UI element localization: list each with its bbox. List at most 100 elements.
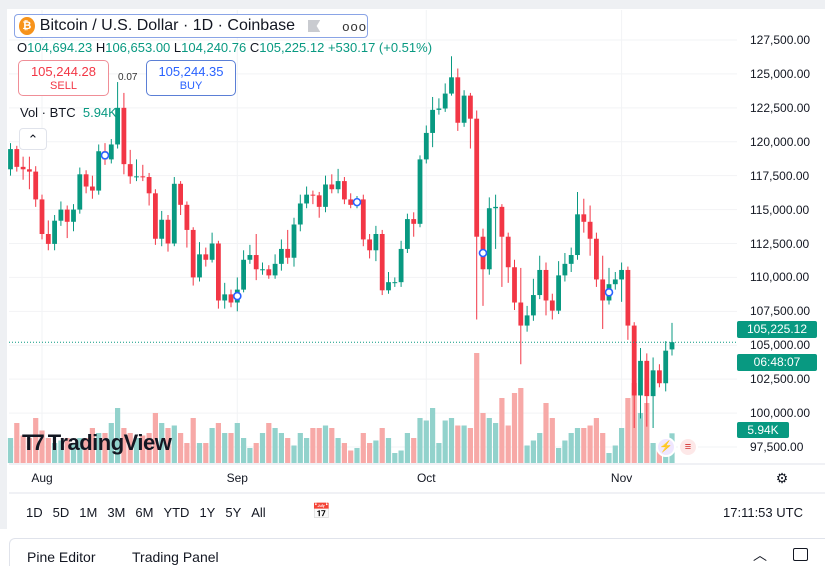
spread-value: 0.07 — [118, 72, 138, 83]
volume-legend[interactable]: Vol · BTC 5.94K — [20, 105, 117, 120]
volume-bar — [423, 420, 429, 463]
candle-body — [531, 295, 536, 316]
candle-body — [568, 255, 574, 264]
candle-body — [134, 176, 139, 178]
volume-bar — [322, 425, 329, 463]
volume-bar — [178, 433, 184, 463]
candle-body — [190, 229, 196, 278]
volume-bar — [467, 428, 473, 463]
us-flag-icon[interactable]: ≡ — [678, 437, 698, 457]
range-6m[interactable]: 6M — [135, 505, 154, 520]
volume-bar — [165, 428, 171, 463]
range-1y[interactable]: 1Y — [199, 505, 216, 520]
candle-body — [367, 239, 372, 251]
candle-body — [127, 164, 133, 177]
price-tick-label: 102,500.00 — [750, 372, 811, 387]
volume-bar — [146, 433, 152, 463]
open-value: 104,694.23 — [27, 40, 93, 55]
volume-bar — [417, 418, 423, 463]
candle-body — [90, 186, 95, 191]
volume-bar — [398, 450, 404, 463]
volume-bar — [650, 443, 656, 463]
volume-bar — [7, 438, 14, 463]
candle-body — [279, 248, 284, 264]
candle-body — [266, 269, 272, 276]
volume-bar — [411, 438, 417, 463]
flag-icon[interactable] — [308, 20, 321, 32]
buy-button[interactable]: 105,244.35 BUY — [146, 60, 236, 96]
clock-timezone[interactable]: 17:11:53 UTC — [723, 505, 803, 520]
chart-badges[interactable]: ⚡ ≡ — [656, 437, 698, 457]
candle-body — [644, 360, 650, 397]
range-3m[interactable]: 3M — [107, 505, 126, 520]
symbol-title[interactable]: ₿ Bitcoin / U.S. Dollar · 1D · Coinbase … — [14, 14, 368, 38]
buy-label: BUY — [179, 80, 203, 92]
chevron-up-icon[interactable]: ︿ — [753, 547, 767, 563]
candle-body — [33, 171, 39, 200]
candle-body — [323, 184, 328, 207]
volume-bar — [278, 433, 284, 463]
tradingview-logo[interactable]: T7 TradingView — [22, 430, 172, 456]
candle-body — [304, 194, 309, 204]
candle-body — [58, 209, 64, 221]
volume-bar — [133, 438, 140, 463]
volume-bar — [505, 425, 511, 463]
buy-price: 105,244.35 — [158, 64, 224, 79]
volume-bar — [285, 438, 291, 463]
price-tick-label: 117,500.00 — [750, 168, 810, 183]
time-range-selector: 1D 5D 1M 3M 6M YTD 1Y 5Y All — [26, 505, 276, 520]
tab-pine-editor[interactable]: Pine Editor — [27, 549, 96, 565]
event-markers — [100, 151, 614, 301]
volume-bar — [537, 433, 543, 463]
tradingview-logo-icon: T7 — [22, 430, 45, 455]
volume-bar — [593, 418, 599, 463]
candle-body — [45, 234, 51, 244]
price-tick-label: 127,500.00 — [750, 33, 811, 47]
candle-body — [253, 255, 259, 270]
price-tick-label: 97,500.00 — [750, 440, 804, 454]
volume-bar — [184, 443, 190, 463]
volume-bar — [335, 438, 341, 463]
range-5y[interactable]: 5Y — [225, 505, 242, 520]
candle-body — [638, 360, 643, 396]
volume-bar — [448, 418, 455, 463]
volume-bar — [574, 428, 581, 463]
settings-icon[interactable]: ⚙ — [775, 470, 789, 486]
volume-bar — [171, 425, 177, 463]
candle-body — [285, 248, 291, 258]
bottom-panel — [9, 538, 825, 566]
candle-body — [386, 282, 391, 291]
volume-bar — [152, 413, 158, 463]
range-1d[interactable]: 1D — [26, 505, 43, 520]
candle-body — [153, 193, 158, 239]
range-ytd[interactable]: YTD — [163, 505, 190, 520]
tab-trading-panel[interactable]: Trading Panel — [132, 549, 219, 565]
maximize-icon[interactable] — [793, 548, 808, 561]
time-tick-label: Aug — [31, 471, 53, 485]
range-1m[interactable]: 1M — [79, 505, 98, 520]
lightning-icon[interactable]: ⚡ — [656, 437, 676, 457]
volume-bar — [530, 440, 536, 463]
collapse-legend-button[interactable]: ⌃ — [19, 128, 47, 150]
price-tick-label: 105,000.00 — [750, 338, 811, 353]
volume-bar — [259, 433, 266, 463]
candle-body — [669, 342, 675, 350]
volume-axis-label: 5.94K — [737, 422, 789, 438]
volume-label: Vol · BTC — [20, 105, 76, 120]
sell-button[interactable]: 105,244.28 SELL — [18, 60, 109, 96]
volume-bar — [253, 443, 259, 463]
candle-body — [316, 195, 322, 207]
volume-bar — [354, 448, 360, 463]
candle-body — [222, 294, 228, 301]
volume-bar — [637, 413, 644, 463]
candle-body — [442, 93, 448, 109]
close-value: 105,225.12 — [259, 40, 325, 55]
candle-body — [297, 203, 303, 225]
calendar-goto-icon[interactable]: 📅 — [312, 503, 331, 520]
left-toolbar-edge — [0, 9, 7, 529]
candle-body — [373, 234, 379, 251]
range-all[interactable]: All — [251, 505, 266, 520]
more-icon[interactable]: ooo — [342, 18, 367, 34]
range-5d[interactable]: 5D — [52, 505, 70, 520]
